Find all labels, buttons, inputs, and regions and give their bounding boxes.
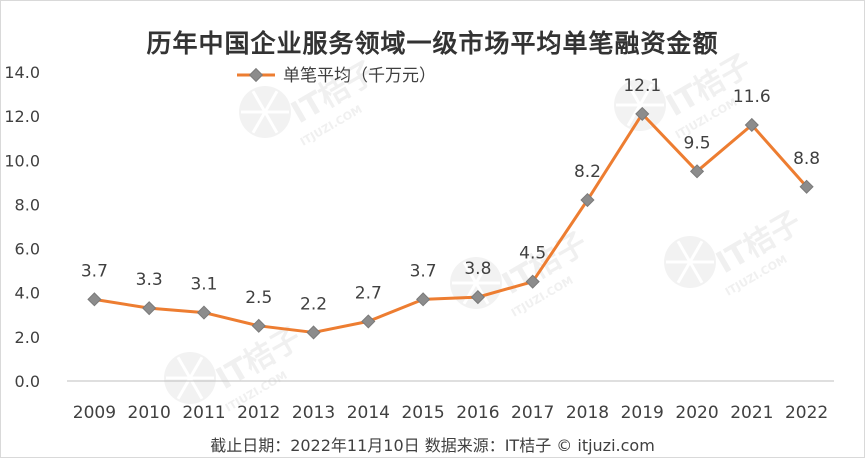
data-label: 12.1 (623, 76, 661, 96)
data-point-marker (580, 192, 595, 208)
series-line (94, 112, 808, 334)
legend-label: 单笔平均（千万元） (283, 66, 436, 86)
data-point-marker (744, 117, 759, 133)
watermark-segment (188, 356, 204, 379)
data-label: 2.5 (245, 288, 272, 308)
data-label: 8.2 (574, 162, 601, 182)
data-point-marker (416, 292, 431, 307)
data-label: 2.7 (355, 283, 382, 303)
legend: 单笔平均（千万元） (237, 66, 436, 86)
watermark-segment (626, 104, 642, 127)
x-tick-label: 2014 (347, 403, 390, 423)
data-label: 9.5 (684, 133, 711, 153)
legend-swatch-marker (248, 67, 264, 83)
x-tick-label: 2021 (730, 403, 773, 423)
data-point-marker (306, 325, 321, 340)
data-label: 8.8 (793, 149, 820, 169)
axes: 0.0 2.0 4.0 6.0 8.0 10.0 12.0 14.0 2009 2010 2011 2… (4, 63, 834, 423)
y-tick-label: 0.0 (15, 372, 40, 391)
x-tick-label: 2018 (566, 403, 609, 423)
data-point-marker (635, 106, 650, 122)
x-tick-label: 2013 (292, 403, 335, 423)
x-tick-label: 2022 (785, 403, 828, 423)
data-label: 3.3 (136, 270, 163, 290)
watermark-segment (176, 356, 192, 379)
y-tick-label: 6.0 (15, 240, 40, 259)
data-label: 4.5 (519, 244, 546, 264)
x-tick-label: 2017 (511, 403, 554, 423)
watermark-segment (676, 240, 692, 263)
data-label: 3.8 (464, 259, 491, 279)
watermark-segment (474, 282, 490, 305)
data-point-marker (799, 179, 814, 194)
chart-title: 历年中国企业服务领域一级市场平均单笔融资金额 (146, 29, 719, 58)
watermarks: IT桔子ITJUZI.COMIT桔子ITJUZI.COMIT桔子ITJUZI.C… (164, 48, 807, 415)
x-tick-label: 2009 (73, 403, 116, 423)
x-tick-label: 2010 (128, 403, 171, 423)
data-label: 3.1 (190, 275, 217, 295)
watermark-segment (251, 111, 267, 134)
watermark-segment (251, 90, 267, 113)
series: 3.7 3.3 3.1 2.5 2.2 2.7 3.7 3.8 4.5 8.2 12.1 9.5 11.… (81, 76, 820, 340)
data-point-marker (689, 164, 705, 179)
watermark-segment (688, 261, 704, 284)
watermark-segment (626, 83, 642, 106)
x-tick-label: 2020 (675, 403, 718, 423)
x-tick-label: 2012 (237, 403, 280, 423)
watermark-segment (462, 261, 478, 284)
source-note: 截止日期：2022年11月10日 数据来源：IT桔子 © itjuzi.com (210, 436, 655, 455)
data-label: 3.7 (81, 261, 108, 281)
watermark-segment (474, 261, 490, 284)
watermark-segment (688, 240, 704, 263)
data-point-marker (87, 292, 102, 307)
data-point-marker (525, 274, 540, 289)
watermark-segment (263, 90, 279, 113)
y-tick-label: 4.0 (15, 284, 40, 303)
y-tick-label: 2.0 (15, 328, 40, 347)
data-point-marker (196, 305, 212, 320)
x-tick-label: 2011 (182, 403, 225, 423)
x-tick-label: 2016 (456, 403, 499, 423)
data-label: 2.2 (300, 294, 327, 314)
watermark-segment (638, 83, 654, 106)
watermark-segment (263, 111, 279, 134)
x-tick-label: 2015 (401, 403, 444, 423)
x-tick-label: 2019 (621, 403, 664, 423)
data-point-marker (142, 301, 157, 316)
y-tick-label: 12.0 (4, 107, 40, 126)
y-tick-label: 10.0 (4, 151, 40, 170)
data-point-marker (470, 290, 485, 305)
data-point-marker (251, 318, 266, 333)
data-label: 3.7 (410, 261, 437, 281)
watermark-segment (676, 261, 692, 284)
y-tick-label: 14.0 (4, 63, 40, 82)
data-point-marker (361, 314, 376, 329)
y-tick-label: 8.0 (15, 195, 40, 214)
data-label: 11.6 (733, 87, 771, 107)
watermark-segment (462, 282, 478, 305)
